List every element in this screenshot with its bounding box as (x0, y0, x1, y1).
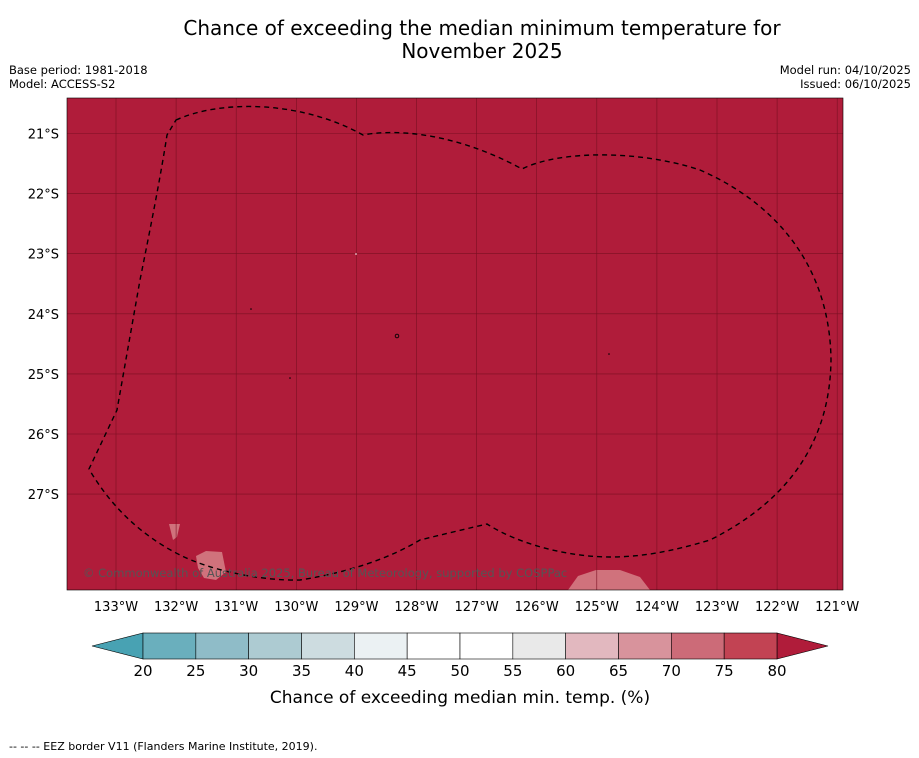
colorbar-tick-label: 45 (398, 662, 417, 680)
colorbar-tick-label: 20 (133, 662, 152, 680)
meta-left: Base period: 1981-2018 Model: ACCESS-S2 (9, 63, 148, 91)
eez-border (88, 105, 832, 581)
latitude-label: 22°S (28, 188, 59, 203)
colorbar-bin (354, 632, 408, 660)
model-name: Model: ACCESS-S2 (9, 77, 116, 91)
longitude-labels: 133°W 132°W 131°W 130°W 129°W 128°W 127°W 126°W… (94, 600, 860, 615)
colorbar-high-extension (776, 632, 829, 660)
colorbar-bin (195, 632, 249, 660)
graticule (67, 98, 843, 590)
longitude-label: 127°W (455, 600, 499, 615)
longitude-label: 130°W (274, 600, 318, 615)
longitude-label: 124°W (635, 600, 679, 615)
title-line-1: Chance of exceeding the median minimum t… (183, 16, 781, 40)
longitude-label: 122°W (755, 600, 799, 615)
latitude-label: 24°S (28, 308, 59, 323)
colorbar-bin (618, 632, 672, 660)
footer-eez-credit: -- -- -- EEZ border V11 (Flanders Marine… (9, 740, 318, 753)
longitude-label: 129°W (334, 600, 378, 615)
colorbar-bin (671, 632, 725, 660)
colorbar-bin (512, 632, 566, 660)
colorbar-tick-label: 80 (767, 662, 786, 680)
latitude-label: 26°S (28, 428, 59, 443)
latitude-labels: 21°S 22°S 23°S 24°S 25°S 26°S 27°S (28, 128, 59, 504)
longitude-label: 133°W (94, 600, 138, 615)
latitude-label: 27°S (28, 488, 59, 503)
model-run: Model run: 04/10/2025 (779, 63, 911, 77)
latitude-label: 25°S (28, 368, 59, 383)
longitude-label: 123°W (695, 600, 739, 615)
map-frame (66, 97, 844, 591)
colorbar-bin (142, 632, 197, 660)
longitude-label: 132°W (154, 600, 198, 615)
longitude-label: 128°W (394, 600, 438, 615)
lower-probability-patch-2 (196, 551, 226, 580)
colorbar-tick-label: 75 (715, 662, 734, 680)
map-area (67, 98, 843, 590)
colorbar-tick-label: 35 (292, 662, 311, 680)
colorbar-tick-label: 70 (662, 662, 681, 680)
longitude-label: 121°W (815, 600, 859, 615)
colorbar-bin (723, 632, 778, 660)
base-period: Base period: 1981-2018 (9, 63, 148, 77)
longitude-label: 125°W (575, 600, 619, 615)
colorbar-bin (301, 632, 355, 660)
island-marker (355, 253, 357, 255)
longitude-label: 126°W (515, 600, 559, 615)
colorbar-tick-label: 50 (450, 662, 469, 680)
colorbar-bin (459, 632, 514, 660)
latitude-label: 23°S (28, 248, 59, 263)
longitude-label: 131°W (214, 600, 258, 615)
colorbar-tick-label: 55 (503, 662, 522, 680)
colorbar-bin (248, 632, 302, 660)
island-marker (250, 308, 252, 310)
colorbar: 20 25 30 35 40 45 50 55 60 65 70 75 80 (91, 632, 829, 680)
colorbar-tick-label: 60 (556, 662, 575, 680)
title-line-2: November 2025 (401, 39, 563, 63)
colorbar-bin (565, 632, 619, 660)
lower-probability-patch-3 (169, 524, 180, 540)
colorbar-tick-label: 25 (186, 662, 205, 680)
colorbar-label: Chance of exceeding median min. temp. (%… (270, 688, 650, 708)
island-marker (394, 333, 400, 339)
issued-date: Issued: 06/10/2025 (800, 77, 911, 91)
lower-probability-patch (568, 570, 650, 590)
colorbar-bin (406, 632, 461, 660)
latitude-label: 21°S (28, 128, 59, 143)
colorbar-tick-label: 65 (609, 662, 628, 680)
colorbar-tick-label: 30 (239, 662, 258, 680)
island-marker (289, 377, 291, 379)
colorbar-low-extension (91, 632, 144, 660)
meta-right: Model run: 04/10/2025 Issued: 06/10/2025 (780, 63, 911, 91)
copyright-notice: © Commonwealth of Australia 2025, Bureau… (83, 566, 567, 580)
colorbar-tick-label: 40 (345, 662, 364, 680)
island-marker (608, 353, 610, 355)
map-title: Chance of exceeding the median minimum t… (0, 17, 919, 63)
